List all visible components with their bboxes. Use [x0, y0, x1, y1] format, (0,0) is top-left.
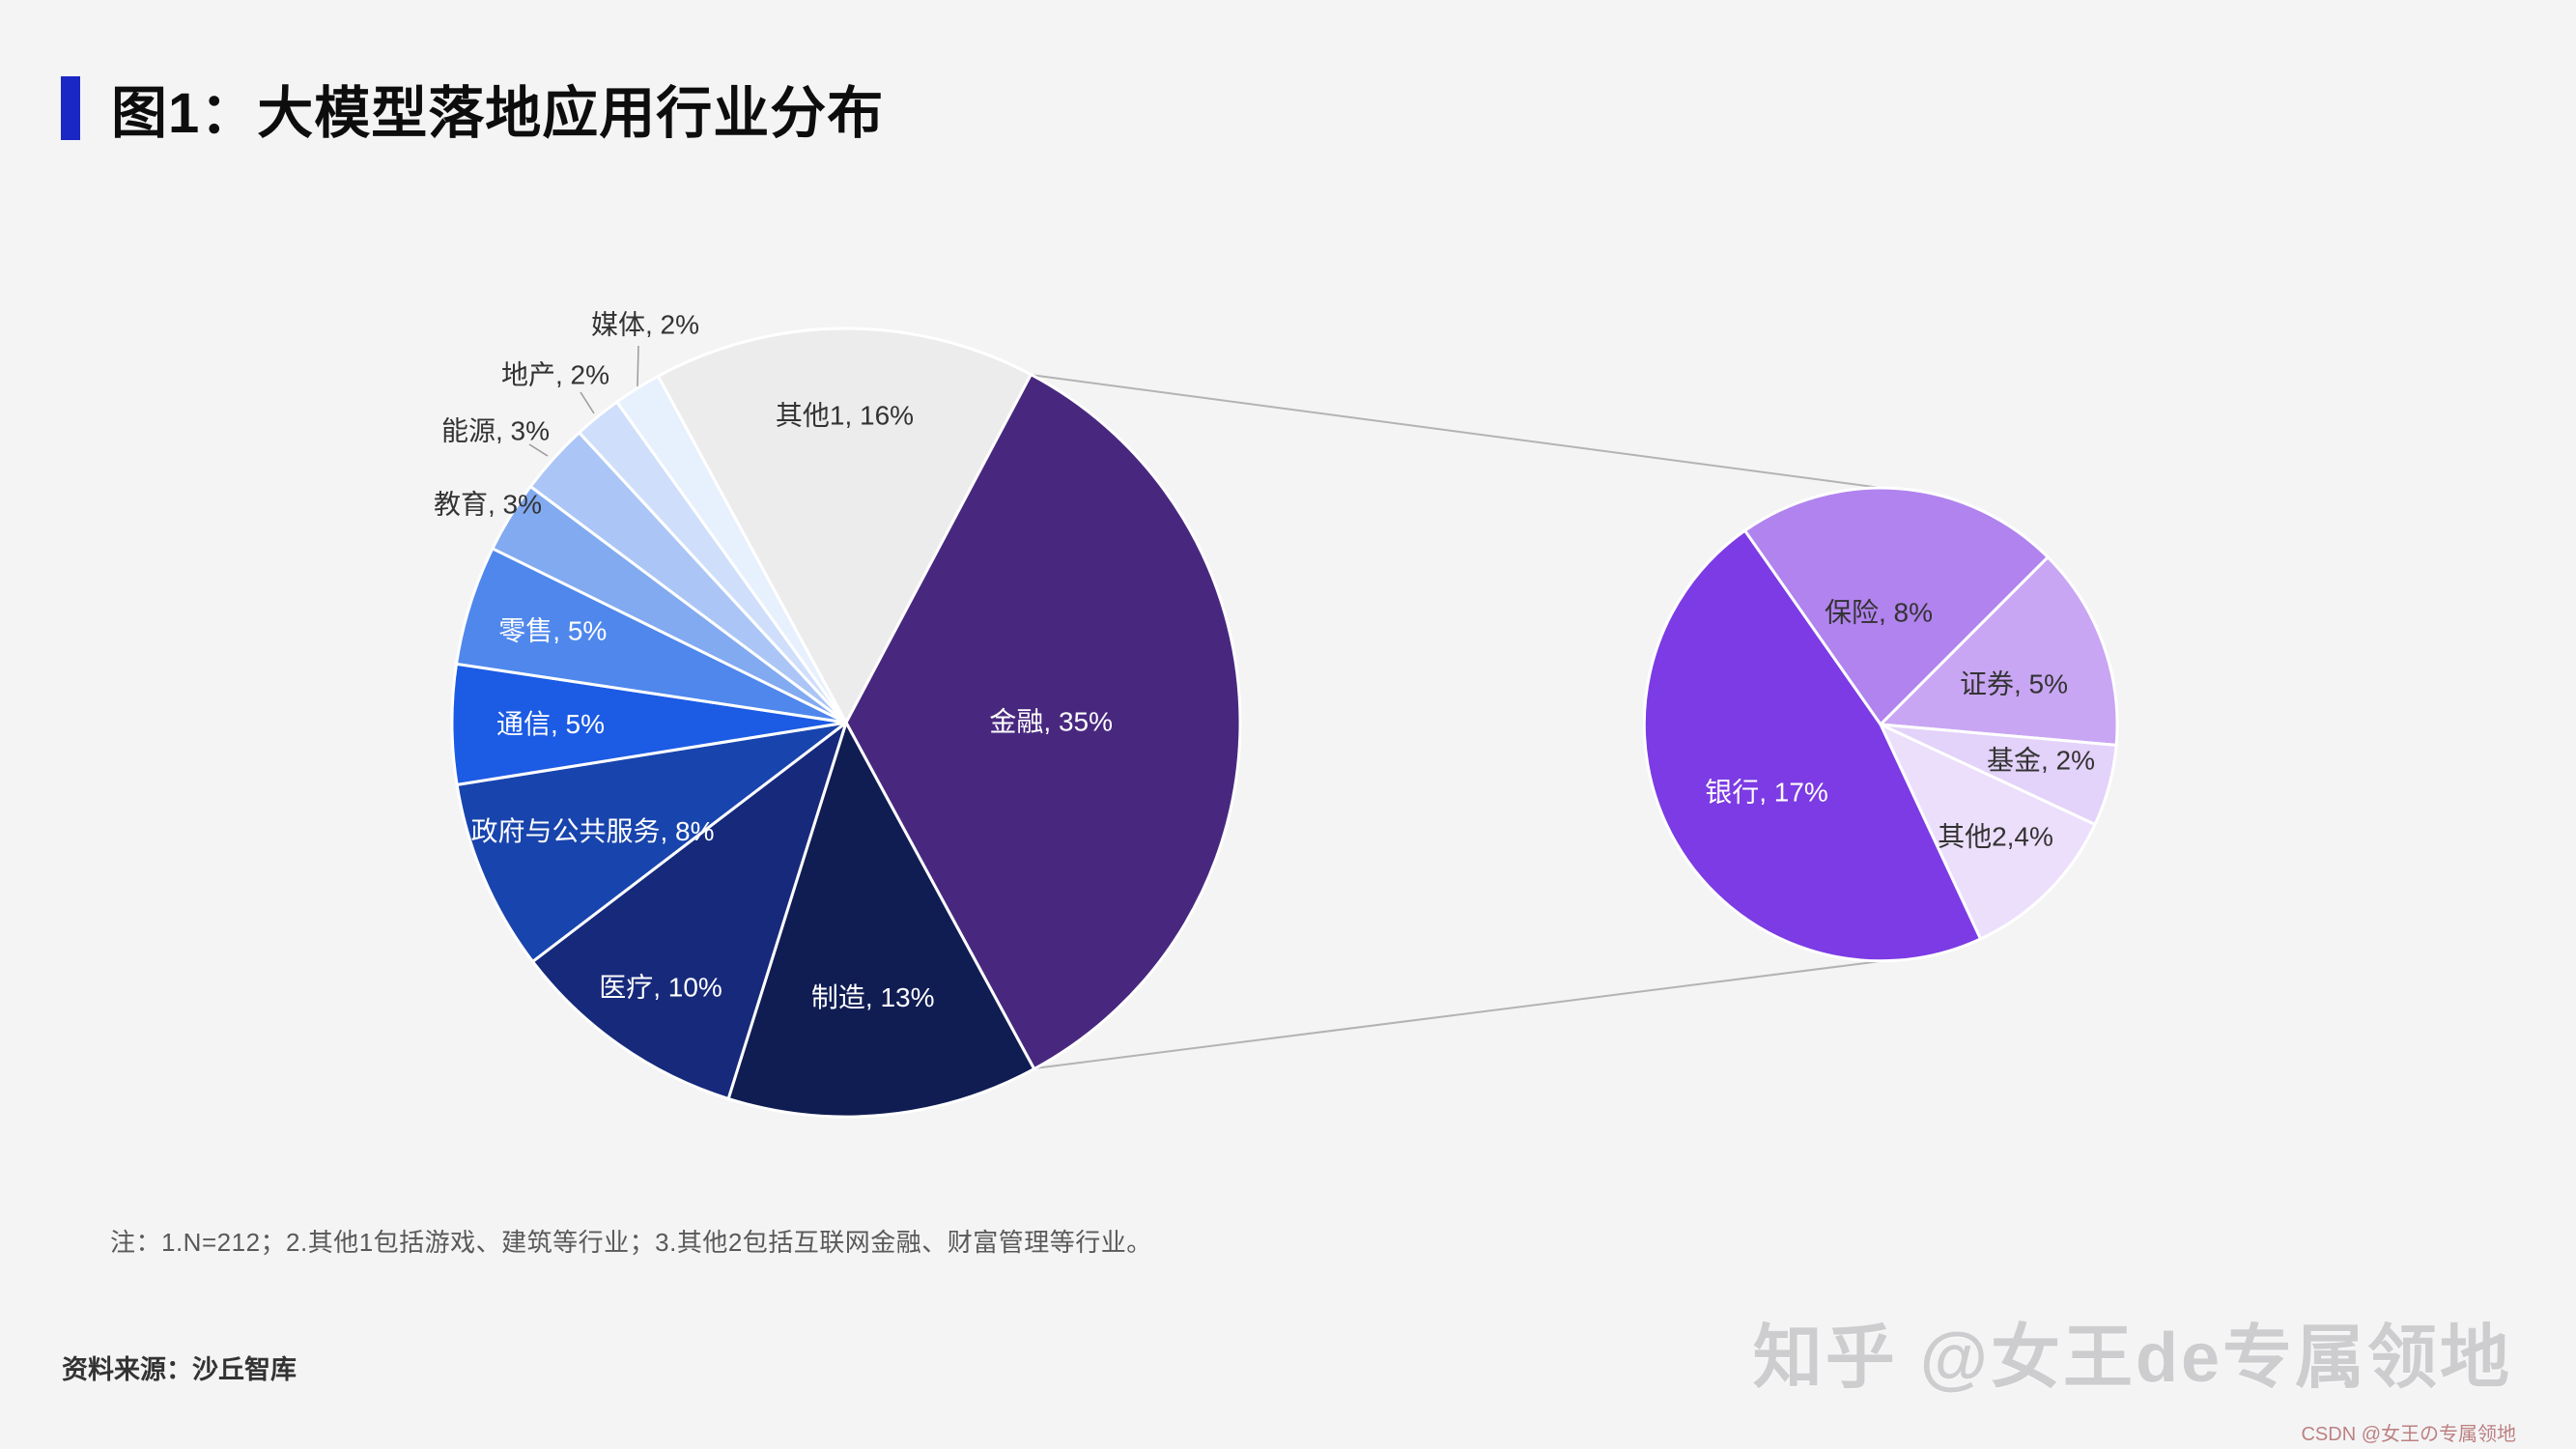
pie-label-政府与公共服务: 政府与公共服务, 8%: [470, 816, 714, 846]
pie-label-其他1: 其他1, 16%: [776, 400, 914, 430]
watermark-zhihu: 知乎 @女王de专属领地: [1752, 1320, 2512, 1397]
pie-label-银行: 银行, 17%: [1705, 778, 1828, 808]
pie-slice-其他2: [1879, 723, 2097, 941]
pie-label-能源: 能源, 3%: [441, 416, 550, 446]
pie-connector-line: [1033, 960, 1882, 1069]
pie-slice-医疗: [531, 721, 848, 1100]
pie-slice-制造: [726, 721, 1036, 1119]
label-leader-line: [528, 443, 549, 457]
pie-slice-保险: [1743, 486, 2050, 726]
pie-industry-distribution: 其他1, 16% 金融, 35% 制造, 13% 医疗, 10% 政府与公共服务, 8%…: [434, 310, 1242, 1119]
pie-label-地产: 地产, 2%: [501, 360, 609, 390]
pie-label-证券: 证券, 5%: [1960, 669, 2068, 699]
pie-label-保险: 保险, 8%: [1825, 598, 1933, 628]
pie-finance-breakdown: 保险, 8% 证券, 5% 基金, 2% 其他2,4% 银行, 17%: [1642, 486, 2119, 963]
label-leader-line: [637, 345, 639, 387]
pie-slice-证券: [1879, 555, 2119, 747]
figure-source: 资料来源：沙丘智库: [62, 1355, 297, 1384]
figure-header: 图1：大模型落地应用行业分布: [61, 68, 884, 149]
pie-label-通信: 通信, 5%: [496, 709, 605, 739]
pie-label-制造: 制造, 13%: [811, 982, 935, 1012]
pie-label-其他2: 其他2,4%: [1938, 822, 2053, 852]
pie-label-医疗: 医疗, 10%: [599, 973, 722, 1003]
watermark-csdn: CSDN @女王の专属领地: [2301, 1424, 2516, 1445]
pie-slice-金融: [844, 373, 1242, 1071]
label-leader-line: [580, 391, 595, 414]
pie-slice-媒体: [615, 374, 848, 724]
figure-note: 注：1.N=212；2.其他1包括游戏、建筑等行业；3.其他2包括互联网金融、财…: [110, 1228, 1152, 1257]
pie-slice-其他1: [656, 327, 1033, 724]
pie-connector-line: [1030, 374, 1882, 489]
figure-title: 图1：大模型落地应用行业分布: [111, 82, 885, 145]
pie-slice-银行: [1642, 528, 1982, 963]
pie-label-基金: 基金, 2%: [1987, 746, 2095, 776]
pie-label-教育: 教育, 3%: [434, 490, 542, 520]
title-accent-bar: [61, 76, 80, 140]
pie-label-零售: 零售, 5%: [498, 615, 607, 645]
pie-label-媒体: 媒体, 2%: [591, 310, 699, 340]
pie-label-金融: 金融, 35%: [989, 707, 1113, 737]
pie-slice-政府与公共服务: [455, 721, 848, 963]
